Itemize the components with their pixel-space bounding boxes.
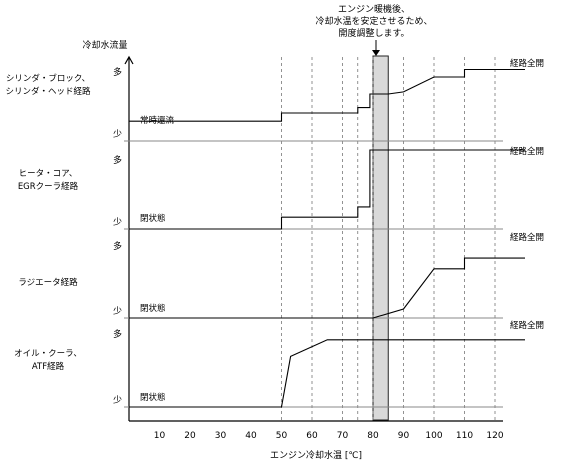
series-line xyxy=(129,68,525,122)
row-state-label: 閉状態 xyxy=(140,392,166,403)
fully-open-label: 経路全開 xyxy=(510,320,544,331)
fully-open-label: 経路全開 xyxy=(510,232,544,243)
x-axis: 10 20 30 40 50 60 70 80 90 100 110 120 エンジン冷却水温 [℃] xyxy=(129,420,504,461)
series-line xyxy=(129,257,525,319)
x-tick-label: 40 xyxy=(245,431,257,441)
series-line xyxy=(129,339,525,408)
row-name-label: ラジエータ経路 xyxy=(18,277,78,288)
level-low-label: 少 xyxy=(113,306,122,317)
series-line xyxy=(129,149,525,230)
x-tick-label: 60 xyxy=(306,431,318,441)
series-lines xyxy=(129,68,525,408)
note-line-3: 開度調整します。 xyxy=(338,27,409,39)
note-line-2: 冷却水温を安定させるため、 xyxy=(315,15,432,27)
row-name-label: シリンダ・ブロック、 xyxy=(6,73,90,84)
x-tick-label: 120 xyxy=(486,431,503,441)
level-low-label: 少 xyxy=(113,217,122,228)
row-name-label: ヒータ・コア、 xyxy=(19,169,78,179)
level-low-label: 少 xyxy=(113,395,122,406)
note-line-1: エンジン暖機後、 xyxy=(338,3,410,15)
x-tick-label: 10 xyxy=(154,431,166,441)
row-state-label: 閉状態 xyxy=(140,213,166,224)
x-tick-label: 90 xyxy=(398,431,410,441)
row-name-label: ATF経路 xyxy=(32,361,65,372)
x-tick-label: 30 xyxy=(215,431,227,441)
level-high-label: 多 xyxy=(113,240,122,252)
row-state-label: 閉状態 xyxy=(140,303,166,314)
level-low-label: 少 xyxy=(113,129,122,140)
level-high-label: 多 xyxy=(113,66,122,78)
x-tick-label: 110 xyxy=(456,431,473,441)
level-high-label: 多 xyxy=(113,154,122,166)
x-tick-label: 70 xyxy=(337,431,349,441)
x-tick-label: 50 xyxy=(276,431,288,441)
x-tick-labels: 10 20 30 40 50 60 70 80 90 100 110 120 xyxy=(154,431,504,441)
y-axis: 冷却水流量 xyxy=(82,39,134,421)
note-arrow-head xyxy=(372,50,380,56)
x-tick-label: 80 xyxy=(367,431,379,441)
fully-open-label: 経路全開 xyxy=(510,146,544,157)
row-state-label: 常時還流 xyxy=(140,115,175,126)
adjustment-band xyxy=(372,55,389,421)
x-tick-label: 20 xyxy=(184,431,196,441)
row-name-label: EGRクーラ経路 xyxy=(18,181,79,192)
row-labels: 多少シリンダ・ブロック、シリンダ・ヘッド経路常時還流経路全開多少ヒータ・コア、E… xyxy=(5,58,544,406)
fully-open-label: 経路全開 xyxy=(510,58,544,69)
y-axis-label: 冷却水流量 xyxy=(82,39,127,51)
x-axis-label: エンジン冷却水温 [℃] xyxy=(270,449,362,461)
row-baselines xyxy=(124,140,503,408)
annotation-note: エンジン暖機後、 冷却水温を安定させるため、 開度調整します。 xyxy=(315,3,433,56)
level-high-label: 多 xyxy=(113,328,122,340)
row-name-label: オイル・クーラ、 xyxy=(14,349,82,359)
row-name-label: シリンダ・ヘッド経路 xyxy=(5,86,91,97)
x-tick-label: 100 xyxy=(425,431,442,441)
